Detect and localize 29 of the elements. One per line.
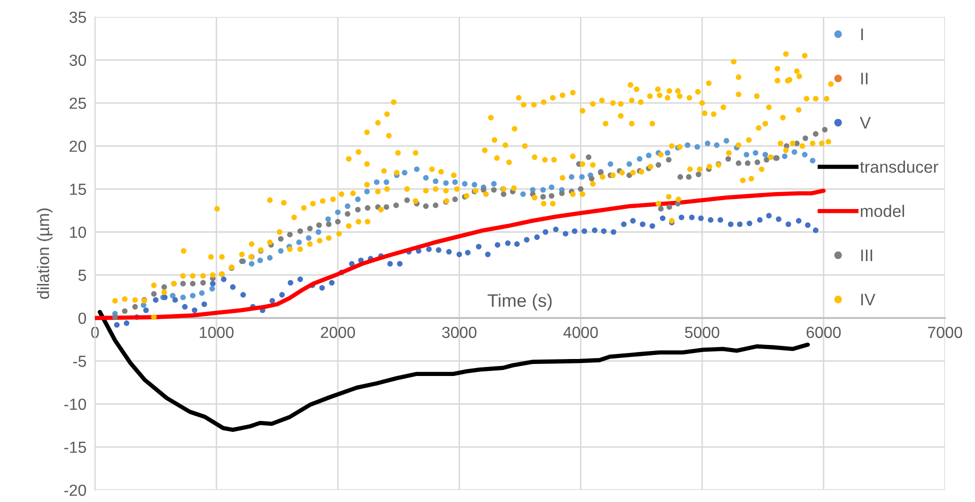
y-tick-label: 35 bbox=[70, 12, 86, 23]
line-series bbox=[95, 188, 826, 320]
legend-label: II bbox=[861, 72, 868, 84]
legend-label: model bbox=[860, 204, 904, 218]
y-tick-label: 30 bbox=[70, 54, 86, 66]
y-tick-label: -10 bbox=[64, 398, 86, 410]
x-tick-label: 7000 bbox=[928, 326, 962, 338]
y-tick-label: -15 bbox=[64, 442, 86, 453]
y-tick-label: 5 bbox=[78, 270, 86, 281]
y-tick-label: -5 bbox=[73, 356, 86, 367]
y-tick-label: 10 bbox=[70, 226, 86, 238]
x-tick-label: 5000 bbox=[685, 326, 720, 338]
x-tick-label: 4000 bbox=[563, 326, 598, 338]
y-tick-label: 20 bbox=[70, 140, 86, 152]
x-tick-label: 6000 bbox=[806, 326, 841, 338]
legend-label: IV bbox=[861, 294, 876, 306]
x-tick-label: 1000 bbox=[200, 326, 234, 338]
x-tick-label: 2000 bbox=[320, 326, 355, 338]
legend-label: I bbox=[861, 28, 863, 40]
legend-label: transducer bbox=[860, 160, 938, 173]
y-tick-label: -20 bbox=[64, 484, 86, 496]
x-tick-label: 3000 bbox=[442, 326, 476, 338]
y-tick-label: 25 bbox=[70, 98, 86, 109]
y-tick-label: 15 bbox=[70, 184, 86, 195]
legend-label: III bbox=[861, 250, 872, 262]
legend-label: V bbox=[860, 117, 871, 128]
y-tick-label: 0 bbox=[78, 312, 86, 324]
y-axis-title: dilation (µm) bbox=[36, 208, 52, 299]
x-axis-title: Time (s) bbox=[488, 294, 552, 311]
